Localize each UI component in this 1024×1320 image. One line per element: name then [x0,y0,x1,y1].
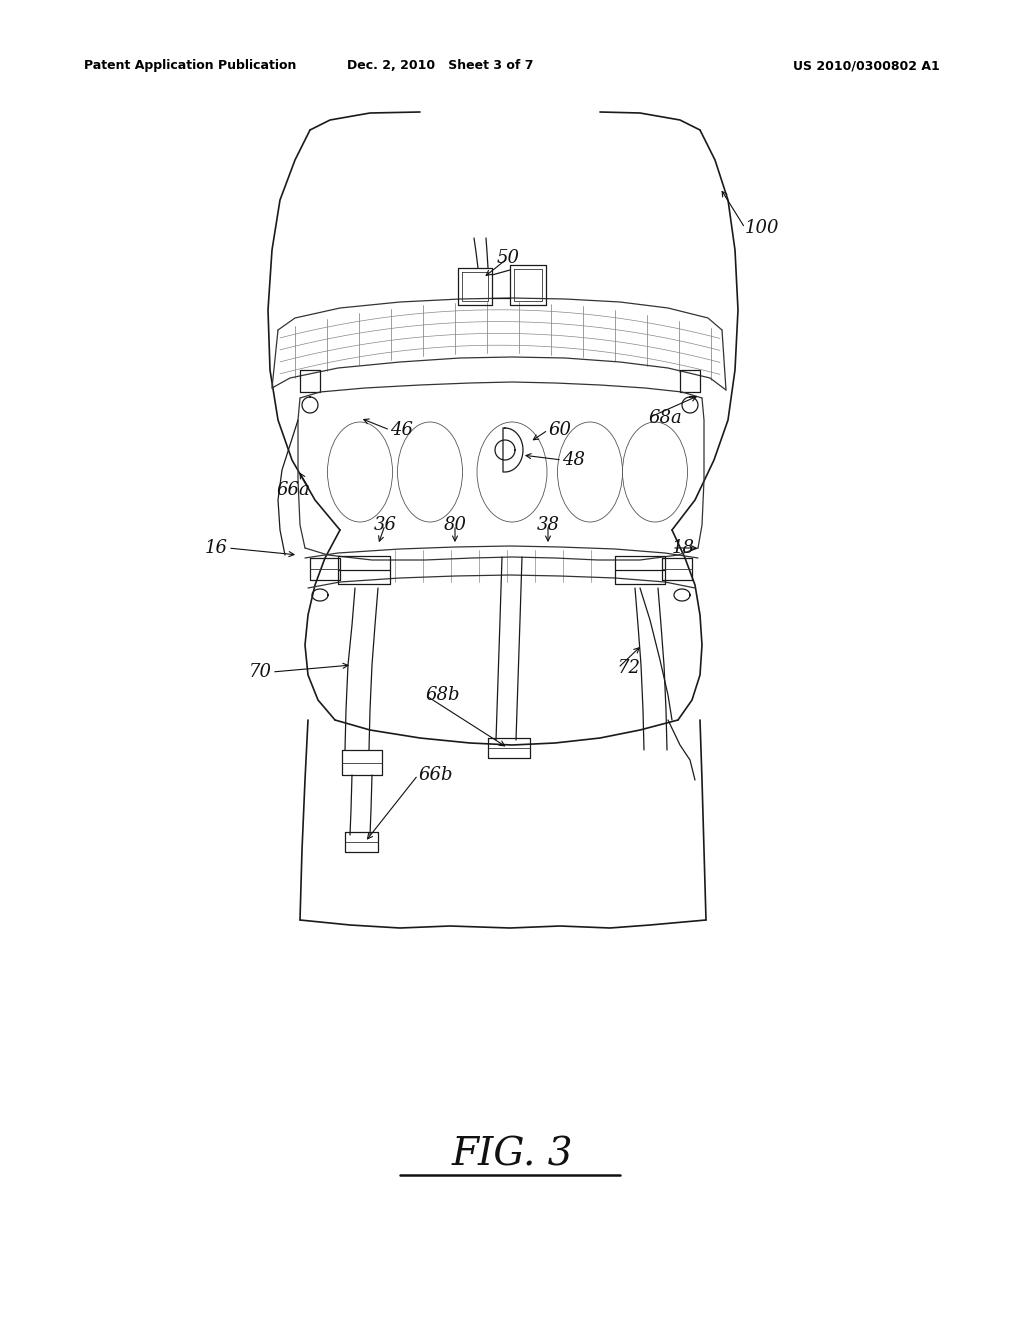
Text: 68a: 68a [648,409,682,426]
Text: Dec. 2, 2010   Sheet 3 of 7: Dec. 2, 2010 Sheet 3 of 7 [347,59,534,73]
Text: 100: 100 [745,219,779,238]
Text: FIG. 3: FIG. 3 [452,1137,572,1173]
Text: 68b: 68b [425,686,460,704]
Text: 60: 60 [548,421,571,440]
Text: 80: 80 [443,516,467,535]
Text: 16: 16 [205,539,228,557]
Text: Patent Application Publication: Patent Application Publication [84,59,296,73]
Text: 48: 48 [562,451,585,469]
Text: 38: 38 [537,516,559,535]
Text: 50: 50 [497,249,519,267]
Text: 66a: 66a [276,480,310,499]
Text: 46: 46 [390,421,413,440]
Text: 70: 70 [249,663,272,681]
Text: 72: 72 [618,659,641,677]
Text: 36: 36 [374,516,396,535]
Text: 66b: 66b [418,766,453,784]
Text: 18: 18 [672,539,695,557]
Text: US 2010/0300802 A1: US 2010/0300802 A1 [794,59,940,73]
